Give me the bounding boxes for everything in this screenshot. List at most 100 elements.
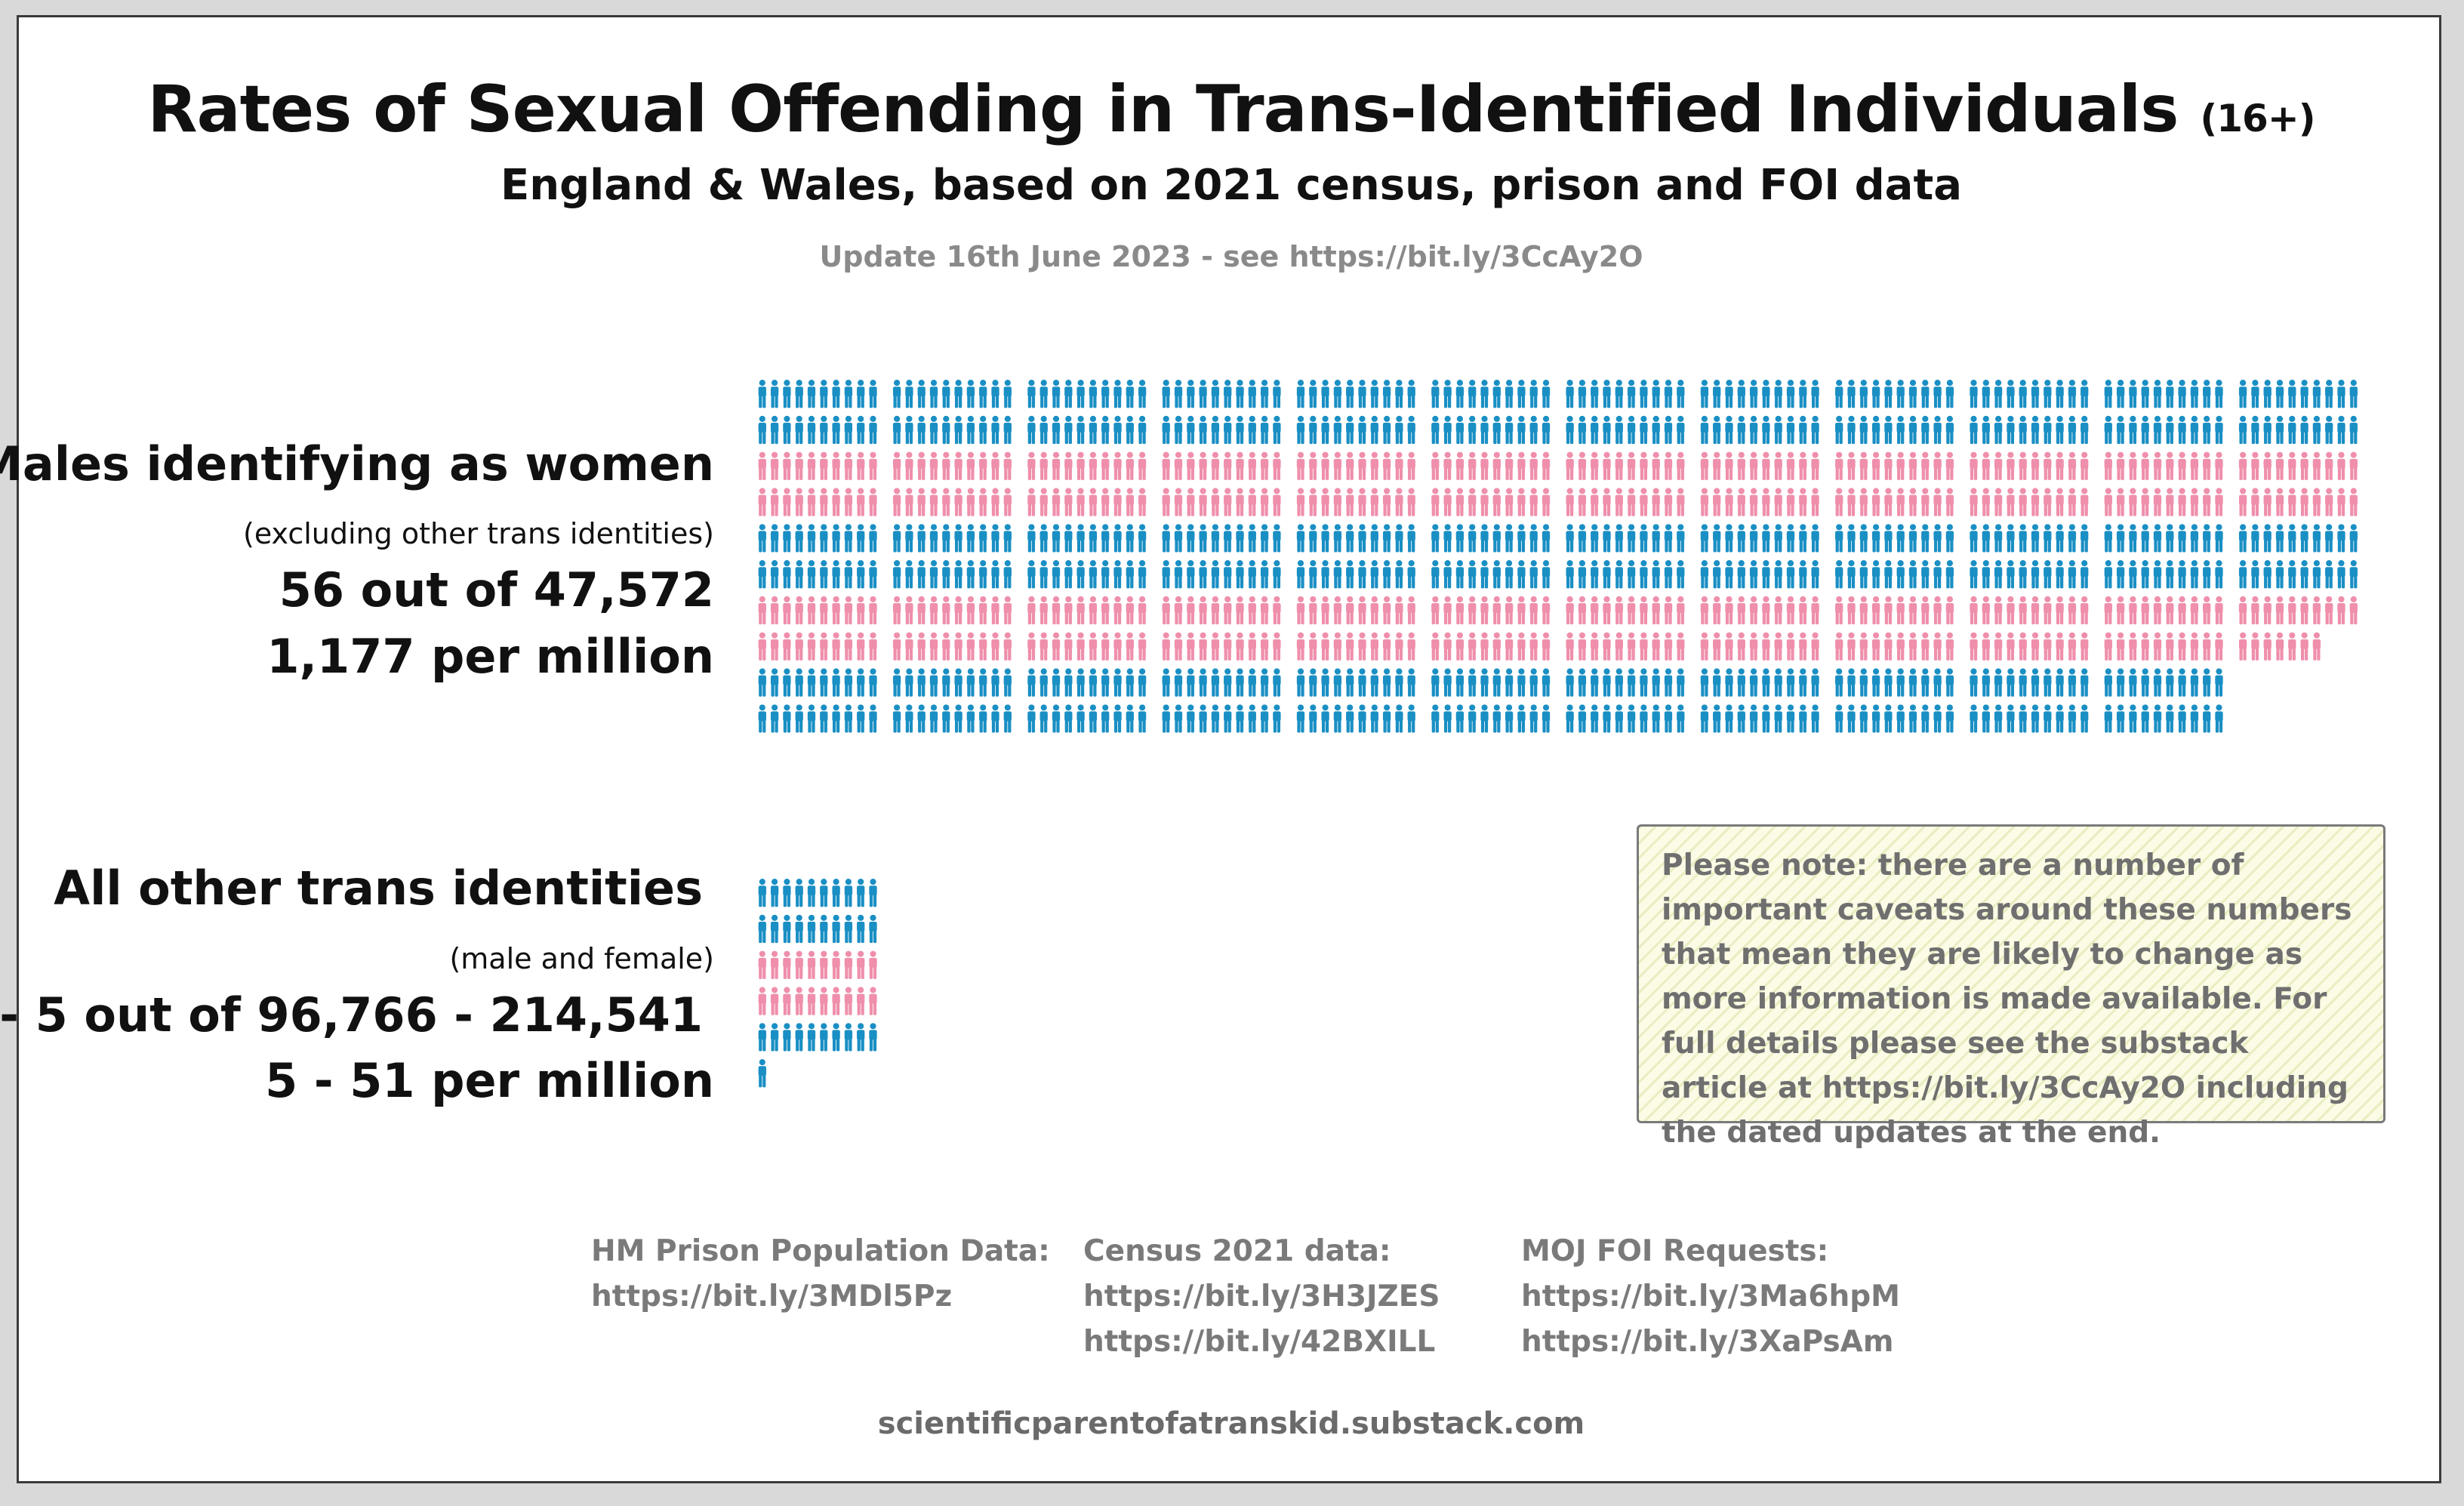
other-rate: 5 - 51 per million — [265, 1053, 714, 1108]
person-icon — [2312, 596, 2321, 625]
person-icon — [1076, 524, 1085, 553]
footer-url[interactable]: scientificparentofatranskid.substack.com — [877, 1406, 1585, 1441]
person-icon — [2300, 632, 2308, 661]
person-icon — [1199, 380, 1207, 408]
person-icon — [1970, 524, 1978, 553]
person-icon — [1737, 704, 1745, 733]
person-icon — [1627, 560, 1636, 589]
person-icon — [1884, 668, 1893, 697]
person-icon — [954, 380, 962, 408]
person-icon — [1982, 560, 1990, 589]
person-icon — [1725, 451, 1733, 480]
person-icon — [869, 879, 877, 907]
person-icon — [1640, 524, 1648, 553]
person-icon — [758, 524, 766, 553]
person-icon — [1492, 632, 1501, 661]
person-icon — [1248, 488, 1256, 516]
person-icon — [1566, 632, 1574, 661]
person-icon — [857, 879, 865, 907]
person-icon — [2116, 451, 2125, 480]
person-icon — [1126, 560, 1134, 589]
chart-title: Rates of Sexual Offending in Trans-Ident… — [19, 72, 2444, 147]
person-icon — [1713, 632, 1721, 661]
person-icon — [1480, 632, 1489, 661]
person-icon — [2251, 380, 2259, 408]
source-census-link-2[interactable]: https://bit.ly/42BXILL — [1083, 1325, 1436, 1359]
person-icon — [807, 488, 816, 516]
person-icon — [1211, 451, 1220, 480]
person-icon — [892, 415, 901, 445]
person-icon — [1799, 451, 1807, 480]
person-icon — [1211, 380, 1220, 408]
source-moj-link-1[interactable]: https://bit.ly/3Ma6hpM — [1521, 1280, 1900, 1314]
person-icon — [2081, 668, 2089, 697]
person-icon — [2019, 488, 2027, 516]
person-icon — [1455, 451, 1465, 480]
person-icon — [1126, 668, 1134, 697]
source-moj-link-2[interactable]: https://bit.ly/3XaPsAm — [1521, 1325, 1894, 1359]
person-icon — [1652, 380, 1660, 408]
person-icon — [807, 451, 816, 480]
person-icon — [1236, 524, 1244, 553]
person-icon — [1003, 668, 1012, 697]
person-icon — [2203, 415, 2211, 445]
person-icon — [966, 380, 975, 408]
person-icon — [857, 380, 865, 408]
person-icon — [2007, 668, 2015, 697]
person-icon — [2104, 596, 2112, 625]
person-icon — [1578, 668, 1587, 697]
person-icon — [991, 415, 999, 445]
person-icon — [1713, 668, 1721, 697]
person-icon — [1982, 668, 1990, 697]
person-icon — [2007, 415, 2015, 445]
person-icon — [1296, 560, 1305, 589]
person-icon — [1542, 488, 1551, 516]
person-icon — [2300, 524, 2308, 553]
person-icon — [2190, 632, 2199, 661]
person-icon — [2104, 488, 2112, 516]
person-icon — [1431, 668, 1440, 697]
person-icon — [2031, 415, 2040, 445]
source-census-link-1[interactable]: https://bit.ly/3H3JZES — [1083, 1280, 1440, 1314]
person-icon — [1236, 451, 1244, 480]
person-icon — [1040, 488, 1048, 516]
person-icon — [758, 632, 766, 661]
person-icon — [1346, 596, 1354, 625]
person-icon — [1370, 415, 1378, 445]
person-icon — [1273, 668, 1281, 697]
person-icon — [1945, 451, 1954, 480]
person-icon — [1677, 596, 1685, 625]
person-icon — [1774, 560, 1782, 589]
person-icon — [783, 415, 791, 445]
person-icon — [1138, 560, 1147, 589]
person-icon — [1933, 704, 1942, 733]
person-icon — [770, 380, 779, 408]
person-icon — [1871, 632, 1880, 661]
person-icon — [892, 451, 901, 480]
person-icon — [770, 704, 779, 733]
person-icon — [942, 488, 950, 516]
person-icon — [917, 668, 926, 697]
person-icon — [1431, 524, 1440, 553]
person-icon — [1615, 415, 1623, 445]
person-icon — [832, 879, 840, 907]
person-icon — [954, 704, 962, 733]
person-icon — [2129, 668, 2137, 697]
person-icon — [1309, 524, 1317, 553]
person-icon — [1174, 415, 1183, 445]
person-icon — [2166, 704, 2174, 733]
person-icon — [2349, 560, 2358, 589]
person-icon — [2031, 524, 2040, 553]
person-icon — [1468, 524, 1477, 553]
person-icon — [2007, 451, 2015, 480]
person-icon — [770, 1023, 779, 1052]
person-icon — [1517, 415, 1526, 445]
person-icon — [1101, 596, 1110, 625]
person-icon — [2007, 596, 2015, 625]
person-icon — [1273, 451, 1281, 480]
person-icon — [1382, 704, 1391, 733]
person-icon — [2300, 560, 2308, 589]
source-prison-link[interactable]: https://bit.ly/3MDl5Pz — [591, 1280, 953, 1314]
person-icon — [844, 668, 853, 697]
person-icon — [1003, 560, 1012, 589]
